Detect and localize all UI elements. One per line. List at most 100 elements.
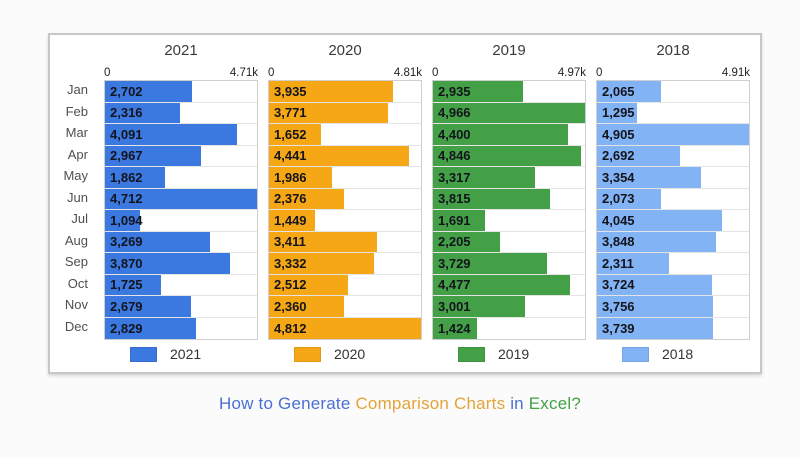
bar-value-label: 2,205 — [438, 234, 471, 250]
panel-2019: 2019 0 4.97k 2,935 4,966 4,400 4,846 3,317 3,815… — [432, 40, 586, 368]
bar: 1,652 — [269, 124, 322, 145]
bar: 1,094 — [105, 210, 143, 231]
bar: 3,724 — [597, 274, 713, 295]
panel-year-title: 2019 — [492, 42, 526, 59]
bar: 3,935 — [269, 81, 394, 102]
bar-value-label: 1,449 — [274, 212, 307, 228]
bar-row: 3,724 — [597, 274, 749, 296]
bar-value-label: 3,739 — [602, 320, 635, 336]
bar-value-label: 1,986 — [274, 169, 307, 185]
bar: 4,812 — [269, 317, 421, 339]
axis-max-label: 4.97k — [557, 67, 586, 79]
bar-row: 3,411 — [269, 231, 421, 253]
month-label: May — [63, 168, 88, 183]
bar: 2,829 — [105, 317, 197, 339]
bar: 2,512 — [269, 274, 349, 295]
bar-row: 3,815 — [433, 188, 585, 210]
bar-row: 4,905 — [597, 124, 749, 146]
bar-row: 2,935 — [433, 81, 585, 103]
bar: 3,269 — [105, 231, 211, 252]
bar-value-label: 2,073 — [602, 191, 635, 207]
bar-value-label: 4,477 — [438, 277, 471, 293]
bar-value-label: 3,771 — [274, 105, 307, 121]
bar-row: 1,652 — [269, 124, 421, 146]
axis-min-label: 0 — [596, 67, 603, 79]
month-label: Apr — [67, 146, 88, 162]
legend: 2019 — [432, 340, 586, 368]
bar-row: 4,812 — [269, 317, 421, 339]
bar-row: 3,848 — [597, 231, 749, 253]
bar: 1,862 — [105, 167, 166, 188]
bar-row: 3,001 — [433, 296, 585, 318]
bar-value-label: 3,724 — [602, 277, 635, 293]
bar: 3,739 — [597, 317, 713, 339]
legend-label: 2021 — [170, 346, 202, 362]
month-label: Aug — [64, 232, 88, 248]
bar-value-label: 4,812 — [274, 320, 307, 336]
bar-value-label: 1,094 — [110, 212, 143, 228]
bar-value-label: 2,935 — [438, 83, 471, 99]
panel-year-title: 2018 — [656, 42, 690, 59]
legend-swatch — [458, 346, 485, 362]
bar: 3,870 — [105, 253, 230, 274]
axis-max-label: 4.91k — [721, 67, 750, 79]
panel-year-title: 2021 — [164, 42, 198, 59]
bar-row: 2,205 — [433, 231, 585, 253]
bar-row: 2,311 — [597, 253, 749, 275]
bar: 2,692 — [597, 145, 681, 166]
bar-value-label: 1,691 — [438, 212, 471, 228]
bar-value-label: 3,870 — [110, 255, 143, 271]
legend-swatch — [294, 346, 321, 362]
bar-value-label: 4,905 — [602, 126, 635, 142]
bar-row: 2,512 — [269, 274, 421, 296]
bar-value-label: 2,692 — [602, 148, 635, 164]
bar-value-label: 3,001 — [438, 298, 471, 314]
axis-row: 0 4.81k — [268, 62, 422, 80]
bar: 2,967 — [105, 145, 201, 166]
title-segment-excel: Excel? — [528, 394, 581, 413]
bar-value-label: 1,295 — [602, 105, 635, 121]
bar-row: 2,679 — [105, 296, 257, 318]
bar: 2,376 — [269, 188, 345, 209]
bar-value-label: 1,424 — [438, 320, 471, 336]
bar: 3,332 — [269, 253, 375, 274]
bar-row: 1,725 — [105, 274, 257, 296]
bar-row: 2,967 — [105, 145, 257, 167]
bar-row: 3,870 — [105, 253, 257, 275]
bar-row: 4,477 — [433, 274, 585, 296]
legend: 2018 — [596, 340, 750, 368]
title-segment-how-to-generate: How to Generate — [219, 394, 356, 413]
axis-min-label: 0 — [104, 67, 111, 79]
bar: 4,441 — [269, 145, 410, 166]
bar-row: 1,449 — [269, 210, 421, 232]
bar-row: 1,424 — [433, 317, 585, 339]
legend-label: 2019 — [498, 346, 530, 362]
bar-value-label: 2,376 — [274, 191, 307, 207]
bar-value-label: 2,512 — [274, 277, 307, 293]
bar: 4,905 — [597, 124, 749, 145]
bar-row: 1,986 — [269, 167, 421, 189]
month-label: Mar — [65, 125, 88, 140]
plot-area: 2,702 2,316 4,091 2,967 1,862 4,712 1,094 3,269… — [104, 80, 258, 340]
bar: 3,771 — [269, 102, 389, 123]
bar-row: 3,354 — [597, 167, 749, 189]
bar-row: 1,094 — [105, 210, 257, 232]
bar-row: 1,295 — [597, 102, 749, 124]
month-label: Jan — [67, 82, 88, 97]
month-label: Nov — [64, 297, 88, 312]
axis-row: 0 4.71k — [104, 62, 258, 80]
bar-row: 4,091 — [105, 124, 257, 146]
bar-row: 3,269 — [105, 231, 257, 253]
bar-value-label: 3,317 — [438, 169, 471, 185]
bar-value-label: 4,441 — [274, 148, 307, 164]
bar-row: 4,966 — [433, 102, 585, 124]
bar-value-label: 2,702 — [110, 83, 143, 99]
plot-area: 2,065 1,295 4,905 2,692 3,354 2,073 4,045 3,848… — [596, 80, 750, 340]
bar-value-label: 3,411 — [274, 234, 306, 250]
bar: 4,846 — [433, 145, 582, 166]
bar-row: 2,829 — [105, 317, 257, 339]
legend-label: 2018 — [662, 346, 694, 362]
bar: 1,986 — [269, 167, 332, 188]
month-label: Dec — [64, 318, 88, 334]
bar: 3,756 — [597, 296, 714, 317]
